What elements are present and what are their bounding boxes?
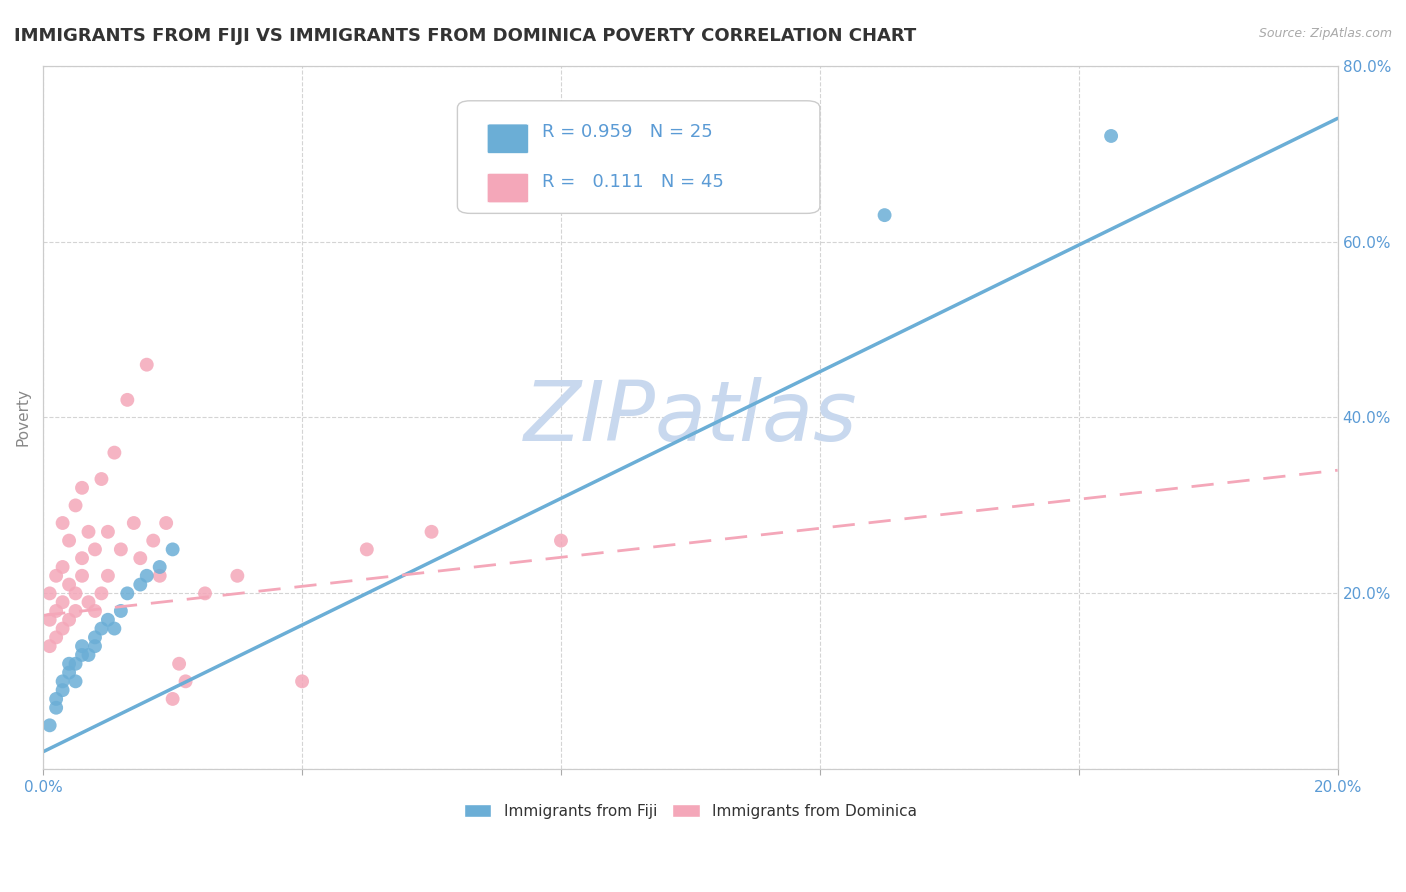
Point [52,674,75,689]
Point [65,499,87,513]
Y-axis label: Poverty: Poverty [15,388,30,447]
Point [174,674,197,689]
Point [291,674,314,689]
Point [356,542,378,557]
Point [155,516,177,530]
Point [873,208,896,222]
Text: R =   0.111   N = 45: R = 0.111 N = 45 [541,173,724,191]
Point [38,613,60,627]
Point [70,568,93,582]
Point [122,516,145,530]
Point [52,622,75,636]
Text: Source: ZipAtlas.com: Source: ZipAtlas.com [1258,27,1392,40]
Point [58,577,80,591]
Point [77,524,100,539]
Point [550,533,572,548]
FancyBboxPatch shape [488,173,529,202]
Point [162,692,184,706]
Point [52,516,75,530]
Point [97,524,120,539]
Point [142,533,165,548]
Point [45,692,67,706]
Point [52,595,75,609]
Point [135,568,157,582]
Point [38,586,60,600]
Text: ZIPatlas: ZIPatlas [523,377,858,458]
Point [420,524,443,539]
Point [110,604,132,618]
FancyBboxPatch shape [488,124,529,153]
Point [103,445,125,459]
Point [1099,128,1122,143]
Point [65,657,87,671]
Point [65,604,87,618]
Text: IMMIGRANTS FROM FIJI VS IMMIGRANTS FROM DOMINICA POVERTY CORRELATION CHART: IMMIGRANTS FROM FIJI VS IMMIGRANTS FROM … [14,27,917,45]
Point [90,586,112,600]
Point [38,718,60,732]
Point [58,533,80,548]
Point [103,622,125,636]
Point [97,613,120,627]
Point [226,568,249,582]
Point [97,568,120,582]
Point [45,604,67,618]
Point [58,665,80,680]
Text: R = 0.959   N = 25: R = 0.959 N = 25 [541,123,713,142]
Point [65,586,87,600]
Point [149,568,172,582]
Point [84,631,107,645]
Point [45,700,67,714]
Point [77,595,100,609]
Point [129,551,152,566]
Point [135,358,157,372]
Point [45,568,67,582]
FancyBboxPatch shape [457,101,820,213]
Point [52,683,75,698]
Point [70,639,93,653]
Point [77,648,100,662]
Point [70,648,93,662]
Point [84,639,107,653]
Legend: Immigrants from Fiji, Immigrants from Dominica: Immigrants from Fiji, Immigrants from Do… [458,797,924,825]
Point [167,657,190,671]
Point [84,542,107,557]
Point [162,542,184,557]
Point [149,560,172,574]
Point [52,560,75,574]
Point [65,674,87,689]
Point [84,604,107,618]
Point [129,577,152,591]
Point [58,613,80,627]
Point [110,542,132,557]
Point [38,639,60,653]
Point [45,631,67,645]
Point [70,551,93,566]
Point [90,622,112,636]
Point [117,586,139,600]
Point [70,481,93,495]
Point [58,657,80,671]
Point [194,586,217,600]
Point [117,392,139,407]
Point [90,472,112,486]
